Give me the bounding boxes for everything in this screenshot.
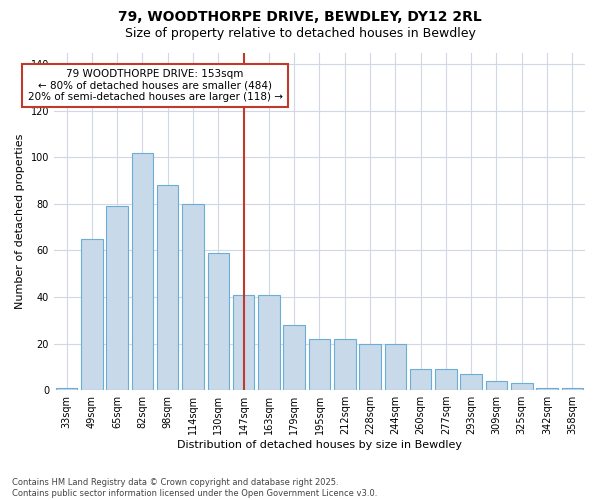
- Bar: [283, 325, 305, 390]
- Y-axis label: Number of detached properties: Number of detached properties: [15, 134, 25, 309]
- Text: 79, WOODTHORPE DRIVE, BEWDLEY, DY12 2RL: 79, WOODTHORPE DRIVE, BEWDLEY, DY12 2RL: [118, 10, 482, 24]
- Bar: [334, 339, 356, 390]
- Bar: [106, 206, 128, 390]
- Text: Size of property relative to detached houses in Bewdley: Size of property relative to detached ho…: [125, 28, 475, 40]
- Text: Contains HM Land Registry data © Crown copyright and database right 2025.
Contai: Contains HM Land Registry data © Crown c…: [12, 478, 377, 498]
- Text: 79 WOODTHORPE DRIVE: 153sqm
← 80% of detached houses are smaller (484)
20% of se: 79 WOODTHORPE DRIVE: 153sqm ← 80% of det…: [28, 69, 283, 102]
- Bar: [460, 374, 482, 390]
- Bar: [536, 388, 558, 390]
- Bar: [309, 339, 330, 390]
- Bar: [182, 204, 204, 390]
- Bar: [258, 294, 280, 390]
- Bar: [56, 388, 77, 390]
- Bar: [385, 344, 406, 390]
- Bar: [435, 369, 457, 390]
- Bar: [410, 369, 431, 390]
- Bar: [359, 344, 381, 390]
- Bar: [131, 152, 153, 390]
- Bar: [208, 252, 229, 390]
- X-axis label: Distribution of detached houses by size in Bewdley: Distribution of detached houses by size …: [177, 440, 462, 450]
- Bar: [486, 381, 507, 390]
- Bar: [157, 185, 178, 390]
- Bar: [81, 239, 103, 390]
- Bar: [562, 388, 583, 390]
- Bar: [511, 383, 533, 390]
- Bar: [233, 294, 254, 390]
